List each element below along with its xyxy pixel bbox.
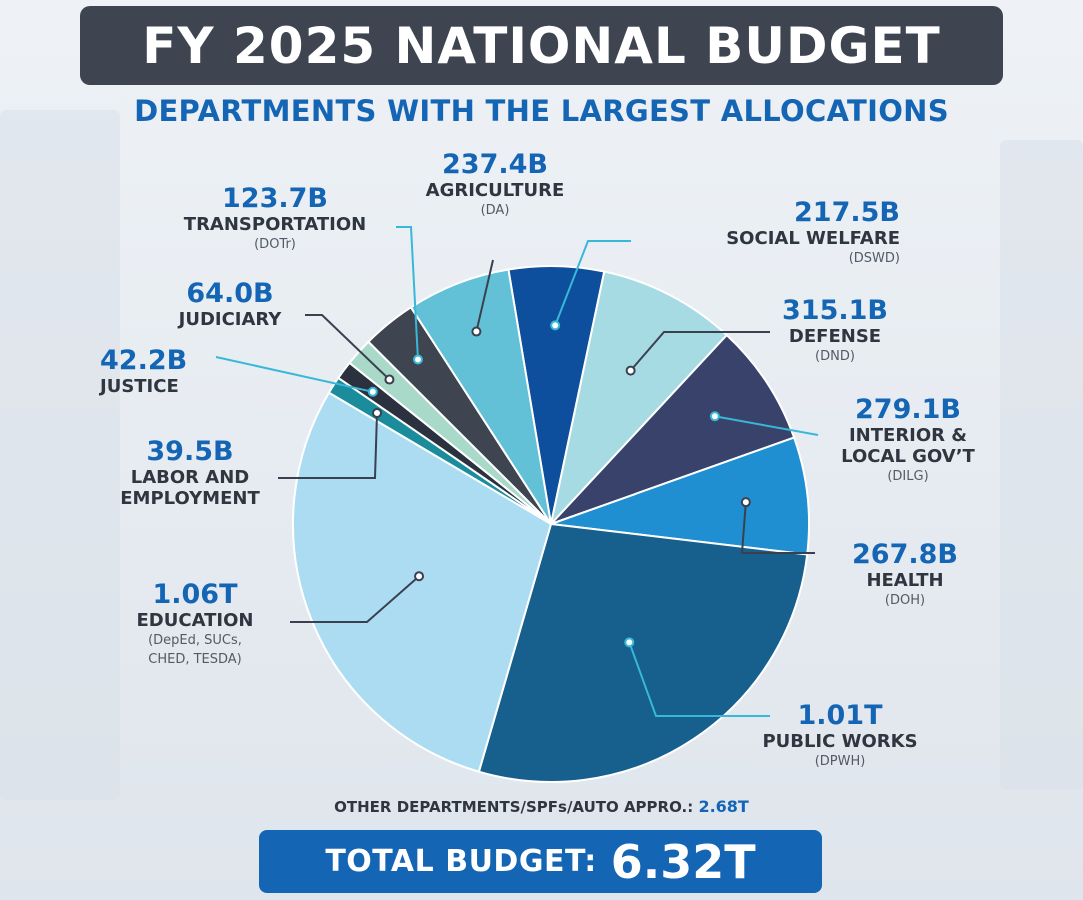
background-panel-right <box>1000 140 1083 790</box>
leader-line-agriculture <box>475 259 494 332</box>
label-transportation: 123.7B TRANSPORTATION (DOTr) <box>160 184 390 254</box>
leader-dot <box>709 411 720 422</box>
agency-label-health: (DOH) <box>884 593 926 608</box>
label-education: 1.06T EDUCATION (DepEd, SUCs, CHED, TESDA) <box>120 580 270 669</box>
agency-label-education: CHED, TESDA) <box>148 652 242 667</box>
value-label-social-welfare: 217.5B <box>794 197 900 228</box>
label-health: 267.8B HEALTH (DOH) <box>820 540 990 610</box>
leader-dot <box>372 407 383 418</box>
leader-dot <box>414 571 425 582</box>
name-label-education: EDUCATION <box>136 610 254 631</box>
total-budget-banner: TOTAL BUDGET: 6.32T <box>259 830 822 893</box>
agency-label-public-works: (DPWH) <box>814 754 866 769</box>
page-title: FY 2025 NATIONAL BUDGET <box>142 16 941 75</box>
value-label-defense: 315.1B <box>782 295 888 326</box>
value-label-public-works: 1.01T <box>797 700 883 731</box>
agency-label-defense: (DND) <box>815 349 855 364</box>
name-label-transportation: TRANSPORTATION <box>183 214 367 235</box>
leader-dot <box>471 326 482 337</box>
agency-label-education: (DepEd, SUCs, <box>148 633 242 648</box>
agency-label-interior-local-gov-t: (DILG) <box>887 469 929 484</box>
leader-dot <box>740 497 751 508</box>
name-label-social-welfare: SOCIAL WELFARE <box>726 228 900 249</box>
value-label-interior-local-gov-t: 279.1B <box>855 394 961 425</box>
leader-line-transportation <box>396 226 419 360</box>
label-social-welfare: 217.5B SOCIAL WELFARE (DSWD) <box>690 198 900 268</box>
label-justice: 42.2B JUSTICE <box>100 345 220 398</box>
name-label-agriculture: AGRICULTURE <box>425 180 565 201</box>
leader-dot <box>367 386 378 397</box>
leader-line-defense <box>629 331 770 372</box>
agency-label-social-welfare: (DSWD) <box>848 251 900 266</box>
other-departments-line: OTHER DEPARTMENTS/SPFs/AUTO APPRO.: 2.68… <box>0 797 1083 816</box>
leader-dot <box>550 320 561 331</box>
name-label-interior-local-gov-t: LOCAL GOV’T <box>841 446 975 467</box>
leader-line-interior-local-gov-t <box>714 415 819 436</box>
leader-line-public-works <box>628 642 770 717</box>
name-label-justice: JUSTICE <box>100 376 179 397</box>
name-label-public-works: PUBLIC WORKS <box>762 731 918 752</box>
pie-slice-interior-local-gov-t <box>550 333 796 525</box>
label-agriculture: 237.4B AGRICULTURE (DA) <box>405 150 585 220</box>
other-value: 2.68T <box>698 797 749 816</box>
pie-slice-agriculture <box>409 268 552 525</box>
name-label-labor-and-employment: EMPLOYMENT <box>120 488 260 509</box>
label-public-works: 1.01T PUBLIC WORKS (DPWH) <box>745 701 935 771</box>
leader-line-health <box>740 502 815 554</box>
leader-line-social-welfare <box>554 240 631 326</box>
leader-dot <box>384 374 395 385</box>
value-label-judiciary: 64.0B <box>186 278 274 309</box>
total-label: TOTAL BUDGET: <box>325 844 597 879</box>
leader-line-justice <box>215 356 374 393</box>
value-label-labor-and-employment: 39.5B <box>146 436 234 467</box>
leader-line-labor-and-employment <box>278 412 379 479</box>
leader-dot <box>412 354 423 365</box>
name-label-defense: DEFENSE <box>788 326 882 347</box>
title-banner: FY 2025 NATIONAL BUDGET <box>80 6 1003 85</box>
value-label-transportation: 123.7B <box>222 183 328 214</box>
label-interior-local-gov-t: 279.1B INTERIOR & LOCAL GOV’T (DILG) <box>818 395 998 486</box>
background-panel-left <box>0 110 120 800</box>
label-judiciary: 64.0B JUDICIARY <box>140 278 320 331</box>
value-label-agriculture: 237.4B <box>442 149 548 180</box>
value-label-health: 267.8B <box>852 539 958 570</box>
value-label-education: 1.06T <box>152 579 238 610</box>
other-label: OTHER DEPARTMENTS/SPFs/AUTO APPRO.: <box>334 798 694 816</box>
pie-slice-defense <box>549 270 729 528</box>
leader-dot <box>624 637 635 648</box>
total-value: 6.32T <box>610 834 756 889</box>
leader-line-education <box>290 575 420 623</box>
name-label-judiciary: JUDICIARY <box>178 309 282 330</box>
name-label-labor-and-employment: LABOR AND <box>130 467 250 488</box>
leader-dot <box>625 365 636 376</box>
agency-label-transportation: (DOTr) <box>254 237 296 252</box>
leader-line-judiciary <box>305 314 391 381</box>
pie-slice-public-works <box>477 522 809 783</box>
label-defense: 315.1B DEFENSE (DND) <box>760 296 910 366</box>
value-label-justice: 42.2B <box>100 345 188 376</box>
label-labor-and-employment: 39.5B LABOR AND EMPLOYMENT <box>100 436 280 510</box>
agency-label-agriculture: (DA) <box>480 203 510 218</box>
name-label-health: HEALTH <box>866 570 944 591</box>
page-subtitle: DEPARTMENTS WITH THE LARGEST ALLOCATIONS <box>134 94 949 128</box>
pie-slice-education <box>292 391 553 773</box>
name-label-interior-local-gov-t: INTERIOR & <box>848 425 968 446</box>
